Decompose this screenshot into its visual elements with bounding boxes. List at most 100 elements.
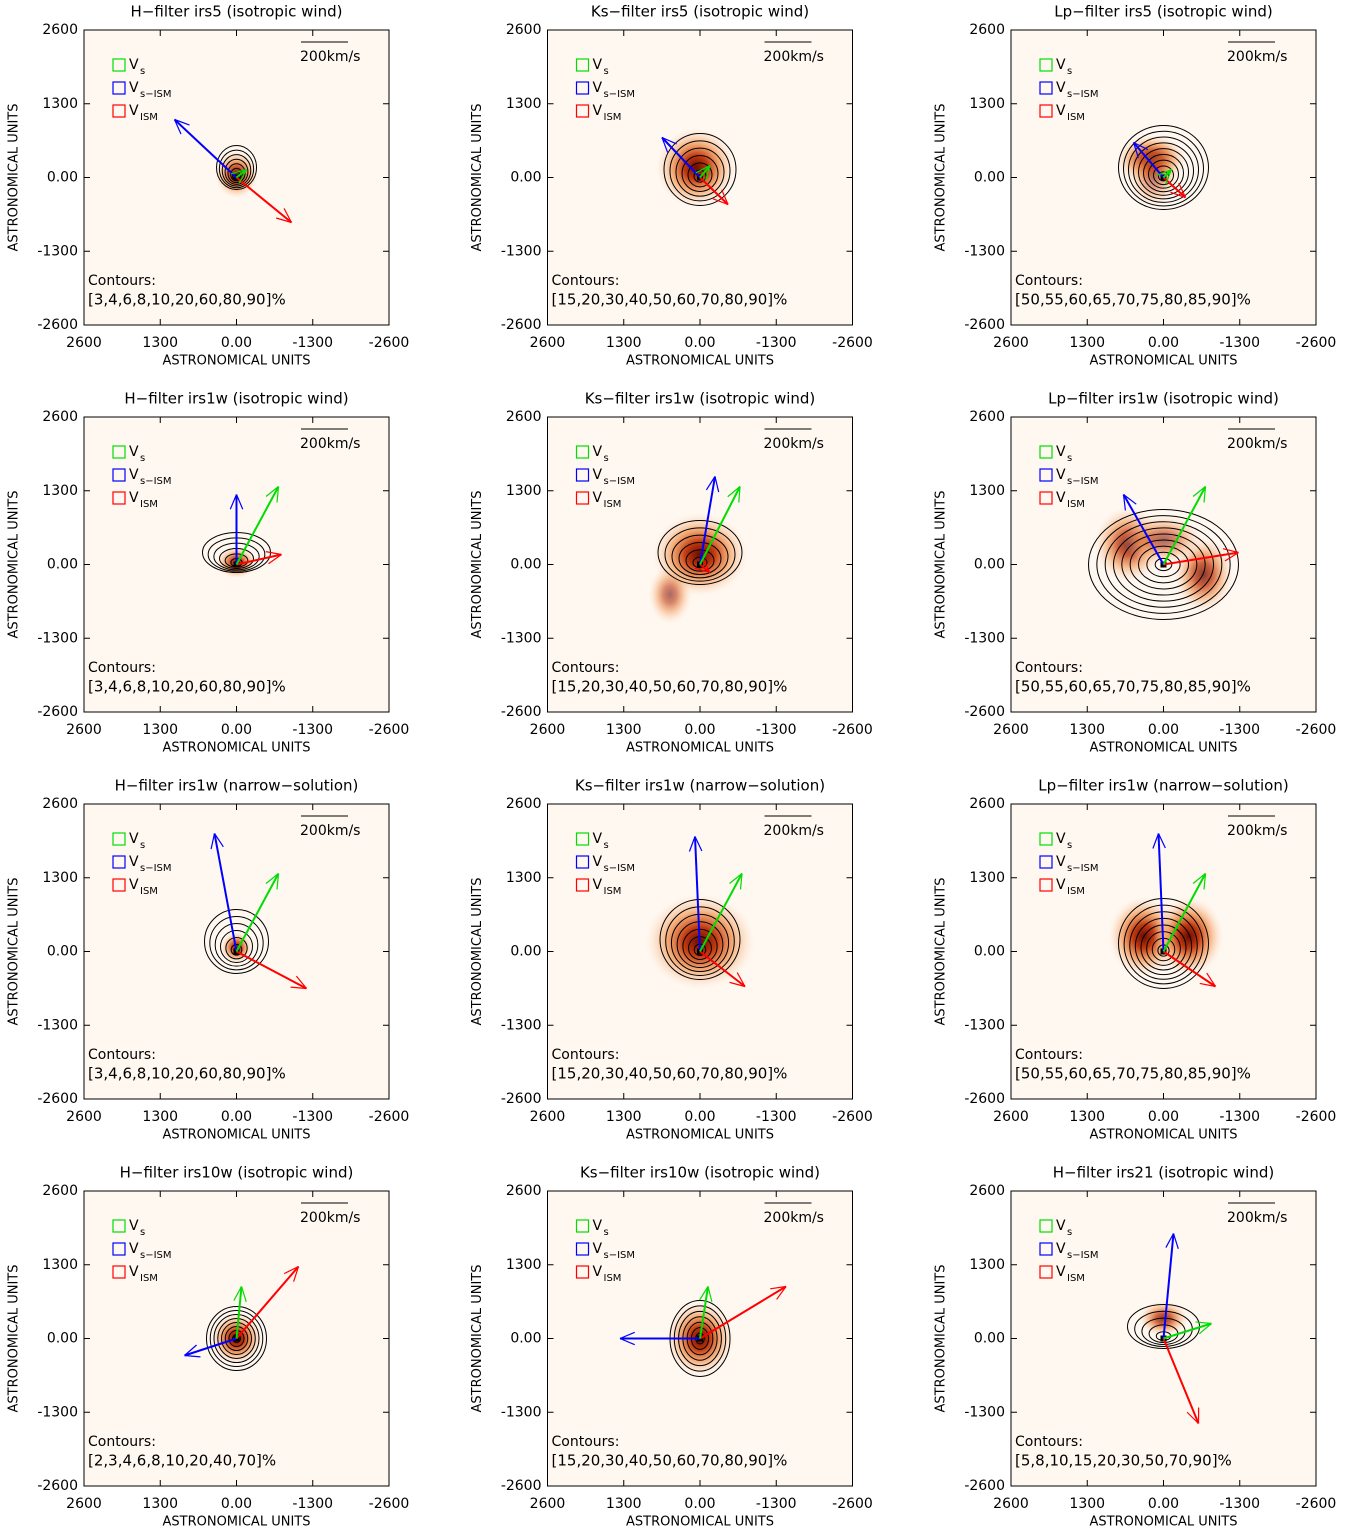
arrow [235, 873, 280, 952]
contour-levels: [3,4,6,8,10,20,60,80,90]% [88, 1065, 286, 1083]
y-tick-label: -1300 [501, 243, 542, 259]
legend-subscript: s−ISM [140, 89, 172, 100]
arrow-head [688, 836, 696, 852]
contour [687, 162, 713, 188]
y-axis-label: ASTRONOMICAL UNITS [7, 1265, 22, 1413]
contour-title: Contours: [552, 1047, 620, 1063]
chart-title: H−filter irs21 (isotropic wind) [1053, 1164, 1274, 1182]
arrow [695, 164, 711, 181]
x-tick-label: -2600 [369, 722, 410, 738]
contour [692, 556, 708, 569]
contour [1134, 917, 1193, 976]
arrow [1163, 1321, 1212, 1340]
arrow-shaft [699, 950, 746, 988]
x-tick-label: 2600 [530, 335, 566, 351]
legend-subscript: s−ISM [604, 1250, 636, 1261]
x-tick-label: -2600 [369, 335, 410, 351]
y-tick-label: -1300 [501, 630, 542, 646]
y-tick-label: 1300 [969, 1257, 1005, 1273]
legend-subscript: ISM [604, 112, 622, 123]
chart-title: H−filter irs1w (isotropic wind) [124, 390, 348, 408]
contour [224, 1326, 249, 1351]
y-tick-label: 1300 [969, 483, 1005, 499]
x-tick-label: 0.00 [1148, 1109, 1179, 1125]
legend-swatch [575, 1265, 590, 1279]
arrow-head [1192, 873, 1206, 884]
legend-label: V [1056, 831, 1066, 847]
x-tick-label: -1300 [1219, 335, 1260, 351]
arrow [230, 168, 248, 184]
legend-subscript: s−ISM [604, 89, 636, 100]
legend-swatch [1039, 58, 1053, 72]
x-axis-label: ASTRONOMICAL UNITS [163, 1515, 311, 1530]
chart-title: Ks−filter irs1w (narrow−solution) [575, 777, 825, 795]
y-tick-label: 2600 [969, 1183, 1005, 1199]
legend-swatch [575, 491, 590, 505]
arrow-head [184, 1354, 201, 1358]
arrow [1156, 168, 1173, 185]
arrow [661, 136, 701, 179]
x-axis-label: ASTRONOMICAL UNITS [626, 1128, 774, 1143]
arrow-shaft [1162, 486, 1207, 565]
legend-label: V [593, 1218, 603, 1234]
scale-label: 200km/s [300, 823, 360, 839]
arrow-head [729, 873, 743, 884]
y-tick-label: -1300 [37, 630, 78, 646]
legend-subscript: s−ISM [140, 476, 172, 487]
arrow-head [265, 486, 279, 497]
legend-swatch [1039, 878, 1053, 892]
legend-swatch [112, 1219, 126, 1233]
y-tick-label: 1300 [42, 483, 78, 499]
contour-levels: [5,8,10,15,20,30,50,70,90]% [1015, 1452, 1232, 1470]
arrow [699, 950, 746, 988]
arrow [236, 950, 307, 990]
arrow-shaft [699, 1286, 709, 1339]
y-tick-label: 0.00 [47, 557, 78, 573]
arrow-head [770, 1285, 787, 1290]
y-tick-label: 2600 [969, 796, 1005, 812]
legend-label: V [129, 444, 139, 460]
contour [213, 1314, 260, 1363]
legend-subscript: s [1067, 453, 1072, 464]
arrow-head [661, 136, 677, 145]
legend-label: V [129, 877, 139, 893]
emission-blob [656, 127, 736, 208]
y-axis-label: ASTRONOMICAL UNITS [934, 1265, 949, 1413]
contour [230, 167, 243, 182]
legend-swatch [575, 855, 590, 869]
legend-subscript: ISM [140, 112, 158, 123]
x-tick-label: 1300 [606, 1109, 642, 1125]
arrow [1152, 833, 1166, 952]
x-tick-label: 2600 [66, 335, 102, 351]
contour [1129, 911, 1198, 980]
arrow [235, 486, 280, 565]
legend-swatch [112, 58, 126, 72]
legend-swatch [112, 445, 126, 459]
contour [659, 899, 741, 980]
y-tick-label: 0.00 [510, 944, 541, 960]
arrow-head [714, 476, 720, 493]
contour [670, 913, 730, 973]
y-tick-label: 0.00 [974, 944, 1005, 960]
x-tick-label: 2600 [993, 1496, 1029, 1512]
legend-swatch [112, 1242, 126, 1256]
x-tick-label: 0.00 [1148, 335, 1179, 351]
contour [209, 1310, 264, 1367]
legend-subscript: s [1067, 1227, 1072, 1238]
contour [1148, 159, 1179, 189]
contour [217, 1318, 256, 1359]
contour [676, 921, 724, 969]
x-tick-label: -1300 [756, 335, 797, 351]
x-tick-label: -1300 [292, 722, 333, 738]
legend-swatch [1039, 1242, 1053, 1256]
y-tick-label: -2600 [501, 704, 542, 720]
x-tick-label: -2600 [369, 1109, 410, 1125]
arrow-shaft [235, 1286, 243, 1339]
y-tick-label: 1300 [969, 96, 1005, 112]
legend-subscript: s [604, 453, 609, 464]
x-tick-label: 1300 [142, 1109, 178, 1125]
y-tick-label: 2600 [42, 22, 78, 38]
y-axis-label: ASTRONOMICAL UNITS [934, 878, 949, 1026]
legend-subscript: s−ISM [604, 863, 636, 874]
legend-subscript: ISM [1067, 112, 1085, 123]
